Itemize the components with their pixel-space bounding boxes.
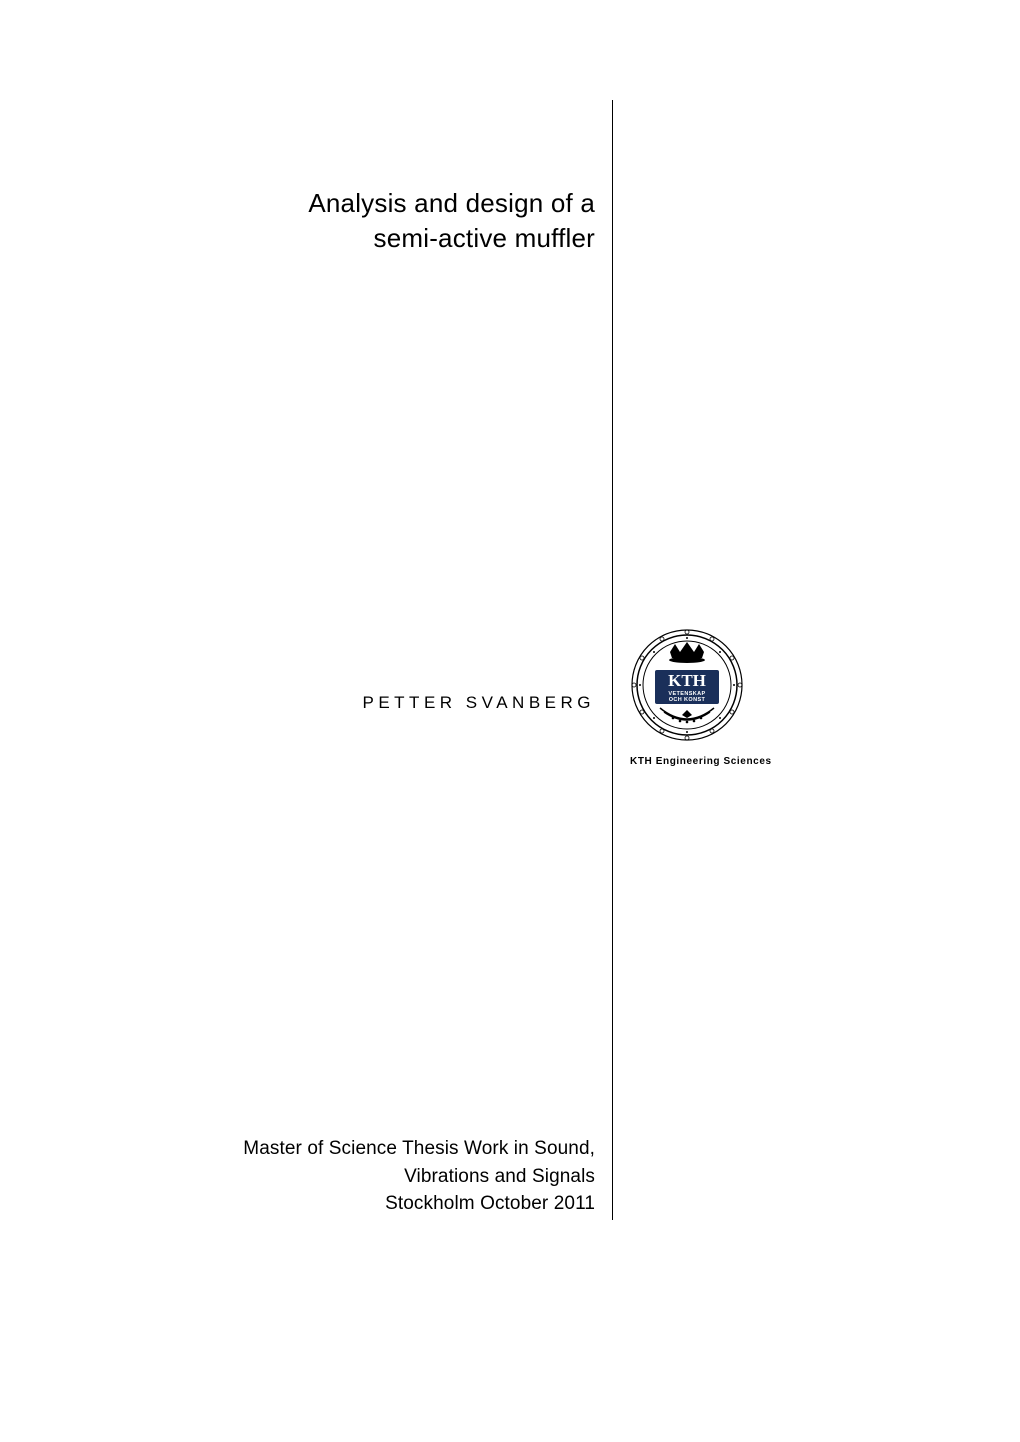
title-line-2: semi-active muffler bbox=[308, 221, 595, 256]
footer-block: Master of Science Thesis Work in Sound, … bbox=[243, 1135, 595, 1218]
logo-ochkonst-text: OCH KONST bbox=[669, 697, 706, 703]
title-block: Analysis and design of a semi-active muf… bbox=[308, 186, 595, 256]
thesis-cover-page: Analysis and design of a semi-active muf… bbox=[0, 0, 1020, 1442]
left-column: Analysis and design of a semi-active muf… bbox=[0, 0, 595, 1442]
logo-kth-text: KTH bbox=[668, 671, 706, 690]
kth-logo-icon: KTH VETENSKAP OCH KONST bbox=[630, 628, 744, 742]
kth-logo-block: KTH VETENSKAP OCH KONST KTH Engineerin bbox=[630, 628, 772, 767]
right-column: KTH VETENSKAP OCH KONST KTH Engineerin bbox=[630, 0, 930, 1442]
footer-line-2: Vibrations and Signals bbox=[243, 1163, 595, 1191]
footer-line-1: Master of Science Thesis Work in Sound, bbox=[243, 1135, 595, 1163]
footer-line-3: Stockholm October 2011 bbox=[243, 1190, 595, 1218]
vertical-divider bbox=[612, 100, 613, 1220]
author-block: PETTER SVANBERG bbox=[363, 693, 596, 713]
author-name: PETTER SVANBERG bbox=[363, 693, 596, 713]
title-line-1: Analysis and design of a bbox=[308, 186, 595, 221]
logo-caption: KTH Engineering Sciences bbox=[630, 756, 772, 767]
